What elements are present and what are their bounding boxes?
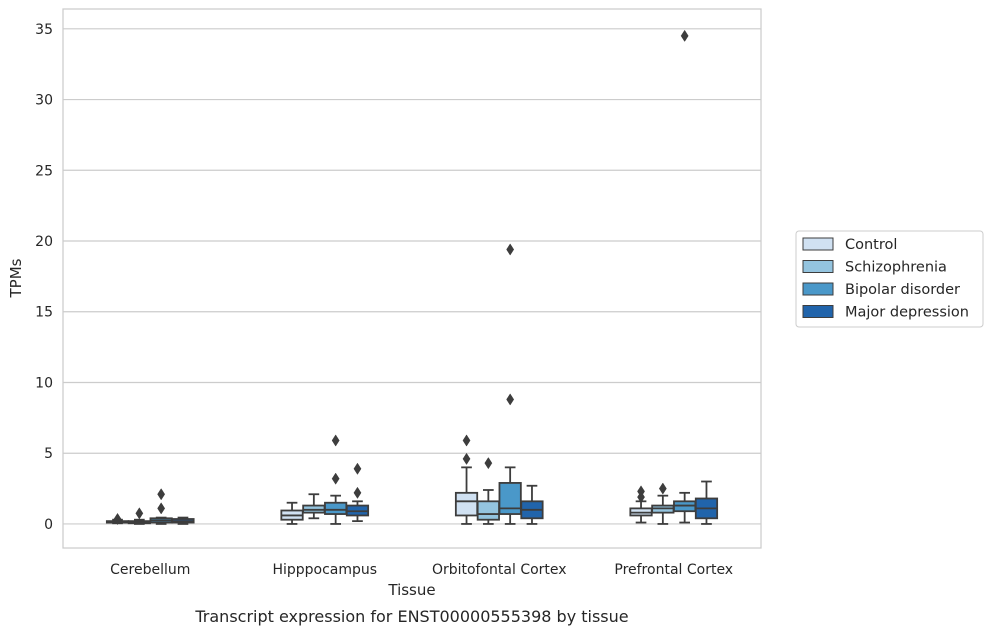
y-tick-label: 0 [44,517,53,533]
outlier-point [157,488,166,501]
box-iqr [476,500,500,521]
box-iqr [454,491,479,517]
outlier-point [680,29,689,42]
gridlines [63,28,761,525]
box-bipolar-disorder [673,29,697,524]
box-major-depression [694,480,719,525]
legend-swatch [802,282,834,296]
box-bipolar-disorder [324,434,348,525]
box-major-depression [171,516,195,525]
box-iqr [324,501,348,515]
outlier-point [637,485,645,498]
box-control [280,501,304,525]
box-bipolar-disorder [498,243,522,525]
y-axis-label: TPMs [7,258,25,298]
y-tick-label: 25 [35,163,53,179]
outlier-point [135,507,144,520]
legend-swatch [802,260,834,273]
y-tick-label: 10 [35,375,53,391]
outlier-point [331,472,340,485]
y-tick-label: 20 [35,234,53,250]
outlier-point [462,452,471,465]
legend-label: Bipolar disorder [845,282,960,298]
x-tick-label: Hipppocampus [272,562,377,578]
box-iqr [498,482,522,515]
x-tick-label: Prefrontal Cortex [614,562,733,578]
x-axis-label: Tissue [387,581,435,599]
y-axis-ticks: 0 5 10 15 20 25 30 35 [35,22,53,533]
box-schizophrenia [651,482,675,525]
outlier-point [353,462,362,475]
box-bipolar-disorder [149,488,173,525]
plot-area-frame [62,8,762,549]
box-control [454,434,479,525]
x-tick-label: Cerebellum [110,562,190,578]
y-tick-label: 15 [35,305,53,321]
legend-swatch [802,305,834,318]
box-schizophrenia [302,493,326,520]
y-tick-label: 35 [35,22,53,38]
y-tick-label: 5 [44,446,53,462]
box-control [629,485,653,524]
y-tick-label: 30 [35,93,53,109]
legend-label: Schizophrenia [845,260,947,276]
box-major-depression [520,484,544,525]
box-groups [105,29,719,526]
outlier-point [484,457,493,470]
box-schizophrenia [476,457,500,525]
legend-swatch [802,237,834,251]
legend-frame [795,230,984,328]
box-major-depression [345,462,370,523]
legend: Control Schizophrenia Bipolar disorder Majo… [795,230,984,328]
legend-label: Major depression [845,305,969,321]
x-axis-ticks: Cerebellum Hipppocampus Orbitofontal Corte… [110,562,733,578]
outlier-point [462,434,471,447]
chart-caption: Transcript expression for ENST0000055539… [194,607,628,626]
outlier-point [658,482,667,495]
outlier-point [157,502,166,515]
outlier-point [331,434,340,447]
x-tick-label: Orbitofontal Cortex [432,562,567,578]
box-control [105,512,130,526]
outlier-point [353,486,362,499]
box-schizophrenia [127,507,151,525]
legend-label: Control [845,237,897,253]
outlier-point [506,243,515,256]
outlier-point [113,512,122,526]
outlier-point [506,393,515,406]
